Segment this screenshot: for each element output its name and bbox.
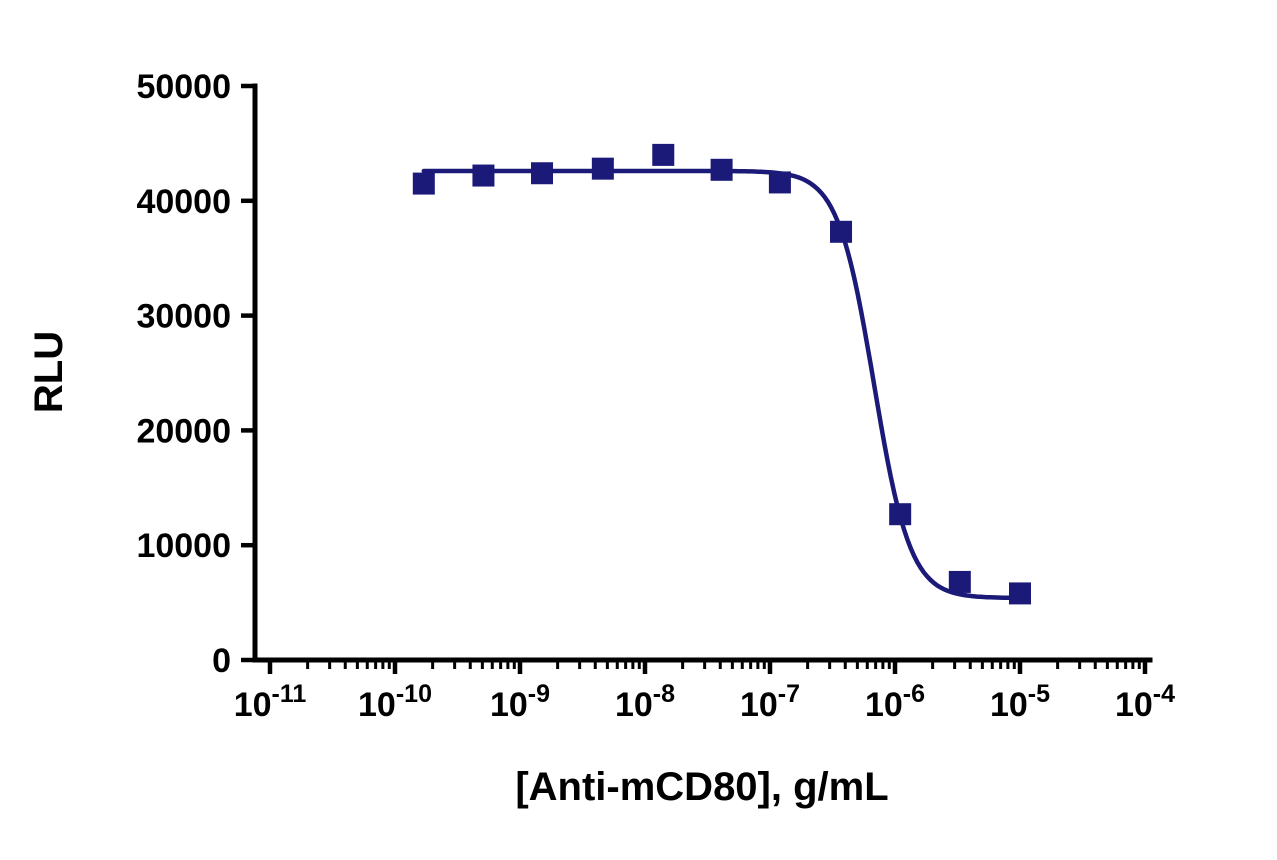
axis-ticks: [241, 83, 1148, 674]
y-tick-label: 10000: [136, 527, 231, 565]
x-tick-label: 10-10: [358, 680, 432, 724]
x-tick-label: 10-7: [740, 680, 800, 724]
x-tick-label: 10-4: [1115, 680, 1175, 724]
data-series: [412, 143, 1031, 605]
x-tick-label: 10-8: [615, 680, 675, 724]
data-point: [591, 157, 614, 180]
y-axis-title: RLU: [27, 331, 71, 413]
data-point: [472, 164, 495, 187]
x-tick-label: 10-11: [234, 680, 307, 724]
data-point: [889, 503, 912, 526]
data-point: [710, 158, 733, 181]
x-tick-label: 10-6: [865, 680, 925, 724]
y-tick-label: 50000: [136, 68, 231, 106]
data-point: [412, 172, 435, 195]
x-tick-label: 10-9: [490, 680, 550, 724]
y-tick-label: 40000: [136, 183, 231, 221]
x-tick-label: 10-5: [990, 680, 1050, 724]
data-point: [652, 143, 675, 166]
x-axis-title: [Anti-mCD80], g/mL: [515, 765, 888, 809]
fit-curve: [421, 168, 1023, 601]
data-point: [948, 570, 971, 593]
data-point: [1009, 582, 1031, 605]
y-tick-label: 30000: [136, 298, 231, 336]
data-point: [768, 171, 791, 194]
y-tick-label: 0: [212, 642, 231, 680]
axis-tick-labels: 0 10000 20000 30000 40000 50000 10-11 10-10 10-9…: [136, 68, 1175, 724]
y-tick-label: 20000: [136, 412, 231, 450]
data-point: [531, 162, 554, 185]
data-point: [830, 220, 853, 243]
